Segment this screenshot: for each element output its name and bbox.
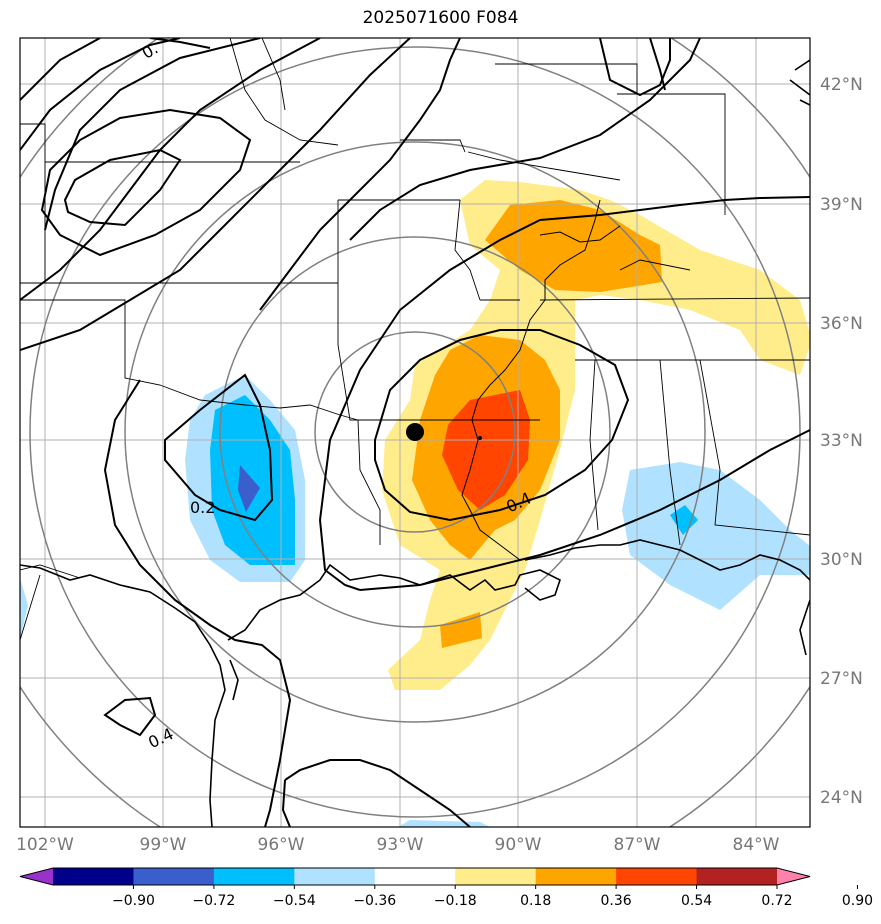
- colorbar-segment: [616, 868, 698, 885]
- lon-label-93w: 93°W: [377, 835, 424, 855]
- colorbar-segment: [53, 868, 134, 885]
- colorbar-tick-label: 0.72: [761, 893, 792, 909]
- state-borders: [20, 38, 810, 641]
- lon-label-102w: 102°W: [16, 835, 74, 855]
- river-borders: [461, 199, 621, 561]
- lat-label-42n: 42°N: [820, 75, 863, 95]
- latitude-labels: 42°N 39°N 36°N 33°N 30°N 27°N 24°N: [820, 75, 863, 808]
- map-title: 2025071600 F084: [362, 8, 519, 28]
- center-marker: [406, 423, 424, 441]
- lat-label-30n: 30°N: [820, 550, 863, 570]
- lon-label-84w: 84°W: [733, 835, 780, 855]
- lat-label-39n: 39°N: [820, 195, 863, 215]
- colorbar-segment: [535, 868, 617, 885]
- lon-label-87w: 87°W: [614, 835, 661, 855]
- colorbar-segment: [696, 868, 778, 885]
- colorbar-segment: [133, 868, 215, 885]
- lon-label-90w: 90°W: [495, 835, 542, 855]
- lat-label-36n: 36°N: [820, 314, 863, 334]
- colorbar-segment: [374, 868, 456, 885]
- lat-label-27n: 27°N: [820, 669, 863, 689]
- colorbar-segment: [213, 868, 295, 885]
- city-dot: [478, 436, 482, 440]
- black-contours: [20, 38, 810, 827]
- lat-label-24n: 24°N: [820, 788, 863, 808]
- colorbar-segment: [294, 868, 376, 885]
- lon-label-96w: 96°W: [258, 835, 305, 855]
- negative-anomaly-fill: [20, 375, 810, 827]
- colorbar-tick-label: 0.90: [842, 893, 873, 909]
- lon-label-99w: 99°W: [140, 835, 187, 855]
- colorbar: −0.90 −0.72 −0.54 −0.36 −0.18 0.18 0.36 0.54 0.7…: [19, 867, 873, 909]
- colorbar-outline: [19, 867, 811, 886]
- lat-label-33n: 33°N: [820, 431, 863, 451]
- colorbar-tick-label: 0.36: [601, 893, 632, 909]
- colorbar-tick-label: 0.54: [681, 893, 712, 909]
- contour-label-0-2: 0.2: [190, 498, 215, 517]
- range-rings: [20, 38, 810, 827]
- colorbar-segment: [455, 868, 537, 885]
- coastline: [20, 59, 810, 827]
- colorbar-extend-low: [20, 868, 53, 885]
- colorbar-tick-label: −0.54: [273, 893, 316, 909]
- colorbar-tick-label: 0.18: [520, 893, 551, 909]
- colorbar-tick-label: −0.72: [192, 893, 235, 909]
- longitude-labels: 102°W 99°W 96°W 93°W 90°W 87°W 84°W: [16, 835, 780, 855]
- colorbar-tick-label: −0.18: [434, 893, 477, 909]
- colorbar-tick-label: −0.90: [112, 893, 155, 909]
- map-frame: [19, 37, 811, 828]
- colorbar-tick-label: −0.36: [353, 893, 396, 909]
- colorbar-extend-high: [777, 868, 810, 885]
